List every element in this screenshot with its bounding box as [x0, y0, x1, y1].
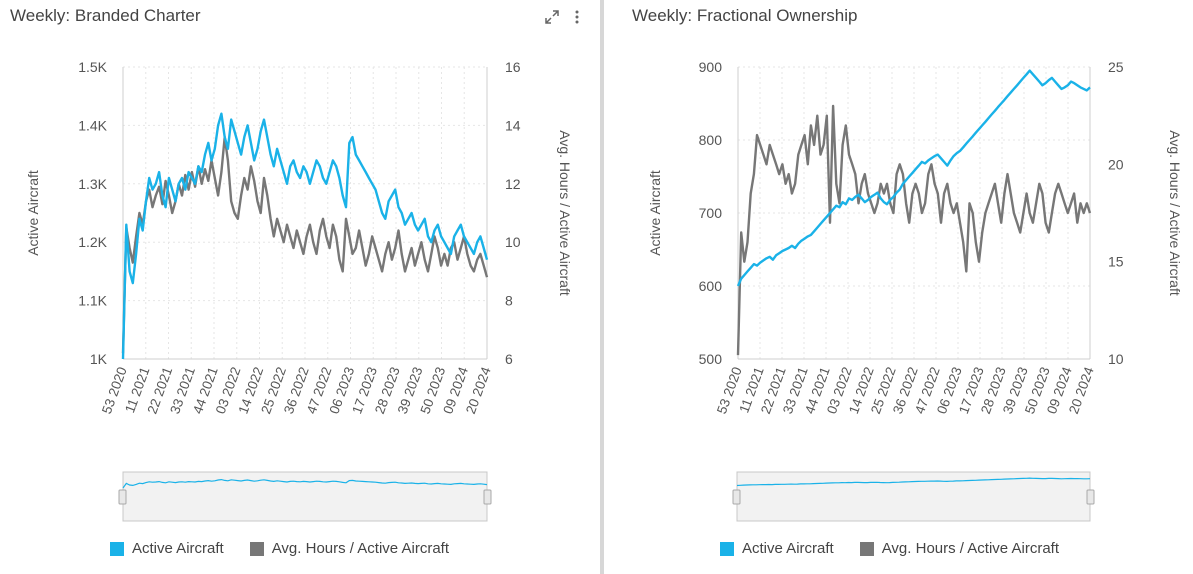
- fractional-ownership-chart[interactable]: 500 600 700 800 900 10 15 20 25 Active Aircraft Av…: [604, 0, 1193, 530]
- y-left-tick-label: 1.4K: [78, 117, 107, 133]
- y-left-tick-label: 700: [699, 205, 723, 221]
- y-left-tick-label: 1.3K: [78, 176, 107, 192]
- navigator-handle-left[interactable]: [732, 489, 741, 505]
- legend-label: Avg. Hours / Active Aircraft: [881, 540, 1059, 557]
- y-axis-title-right: Avg. Hours / Active Aircraft: [557, 130, 573, 296]
- y-right-tick-label: 8: [505, 293, 513, 309]
- legend-item-active-aircraft[interactable]: Active Aircraft: [110, 540, 224, 557]
- series-line-avg-hours: [736, 104, 1092, 356]
- series-line-active-aircraft: [121, 112, 489, 360]
- legend-item-avg-hours[interactable]: Avg. Hours / Active Aircraft: [859, 540, 1059, 557]
- y-right-tick-label: 15: [1108, 254, 1124, 270]
- series-line-active-aircraft: [736, 69, 1091, 287]
- branded-charter-panel: Weekly: Branded Charter 1K 1.1K 1.2K 1.3K 1.…: [0, 0, 600, 557]
- y-left-tick-label: 1.1K: [78, 293, 107, 309]
- chart-legend: Active Aircraft Avg. Hours / Active Airc…: [720, 540, 1059, 557]
- chart-legend: Active Aircraft Avg. Hours / Active Airc…: [110, 540, 449, 557]
- navigator-series-line: [122, 478, 488, 489]
- legend-item-active-aircraft[interactable]: Active Aircraft: [720, 540, 834, 557]
- y-right-tick-label: 10: [505, 234, 521, 250]
- legend-swatch-active-aircraft: [720, 541, 734, 556]
- grid: [122, 66, 488, 360]
- range-navigator[interactable]: [118, 471, 492, 522]
- panel-divider: [600, 0, 604, 574]
- y-axis-title-left: Active Aircraft: [647, 170, 663, 256]
- legend-swatch-avg-hours: [859, 541, 874, 556]
- legend-label: Active Aircraft: [132, 540, 224, 557]
- branded-charter-chart[interactable]: 1K 1.1K 1.2K 1.3K 1.4K 1.5K 6 8 10 12 14 16 Active A…: [0, 0, 600, 530]
- legend-item-avg-hours[interactable]: Avg. Hours / Active Aircraft: [249, 540, 449, 557]
- grid: [737, 66, 1091, 360]
- y-right-tick-label: 16: [505, 59, 521, 75]
- legend-label: Avg. Hours / Active Aircraft: [271, 540, 449, 557]
- y-right-tick-label: 6: [505, 351, 513, 367]
- range-navigator[interactable]: [732, 471, 1095, 522]
- expand-icon[interactable]: [544, 9, 560, 25]
- navigator-handle-right[interactable]: [483, 489, 492, 505]
- y-left-tick-label: 1K: [90, 351, 108, 367]
- legend-swatch-active-aircraft: [110, 541, 124, 556]
- y-right-tick-label: 25: [1108, 59, 1124, 75]
- legend-label: Active Aircraft: [742, 540, 834, 557]
- y-left-tick-label: 800: [699, 132, 723, 148]
- legend-swatch-avg-hours: [249, 541, 264, 556]
- navigator-handle-left[interactable]: [118, 489, 127, 505]
- y-left-tick-label: 500: [699, 351, 723, 367]
- y-right-tick-label: 12: [505, 176, 521, 192]
- y-axis-title-left: Active Aircraft: [25, 170, 41, 256]
- more-vert-icon[interactable]: [574, 9, 580, 25]
- navigator-handle-right[interactable]: [1086, 489, 1095, 505]
- panel-title: Weekly: Fractional Ownership: [632, 6, 858, 25]
- panel-tools: [544, 6, 580, 28]
- navigator-frame[interactable]: [736, 471, 1091, 522]
- y-axis-title-right: Avg. Hours / Active Aircraft: [1167, 130, 1183, 296]
- panel-title: Weekly: Branded Charter: [10, 6, 201, 25]
- y-left-tick-label: 900: [699, 59, 723, 75]
- y-left-tick-label: 1.5K: [78, 59, 107, 75]
- y-left-tick-label: 1.2K: [78, 234, 107, 250]
- y-right-tick-label: 20: [1108, 156, 1124, 172]
- navigator-series-line: [736, 477, 1091, 487]
- y-right-tick-label: 10: [1108, 351, 1124, 367]
- y-left-tick-label: 600: [699, 278, 723, 294]
- fractional-ownership-panel: Weekly: Fractional Ownership 500 600 700 80…: [604, 0, 1193, 574]
- navigator-frame[interactable]: [122, 471, 488, 522]
- y-right-tick-label: 14: [505, 117, 521, 133]
